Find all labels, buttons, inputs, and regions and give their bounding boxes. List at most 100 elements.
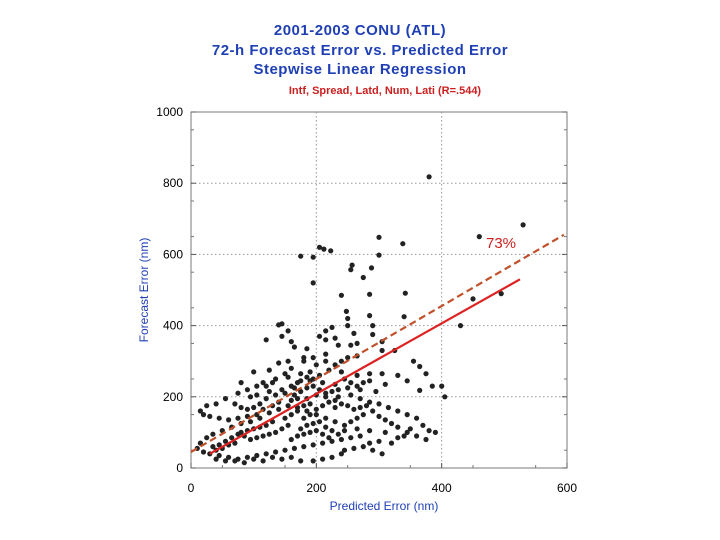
data-point (404, 412, 410, 418)
data-point (213, 401, 219, 407)
data-point (345, 323, 351, 329)
data-point (254, 452, 260, 459)
data-point (320, 456, 326, 462)
data-point (348, 435, 354, 441)
data-point (200, 412, 207, 418)
data-point (304, 385, 310, 391)
data-point (335, 387, 341, 393)
data-point (404, 429, 410, 435)
y-tick-label-1000: 1000 (156, 105, 183, 119)
y-tick-label-200: 200 (163, 390, 183, 404)
data-point (360, 274, 366, 281)
data-point (282, 390, 288, 396)
data-point (294, 396, 301, 402)
data-point (354, 415, 360, 421)
data-point (251, 456, 257, 462)
x-tick-label-400: 400 (432, 481, 452, 495)
data-point (285, 328, 291, 334)
data-point (351, 445, 357, 451)
data-point (368, 265, 375, 271)
data-point (307, 401, 313, 407)
data-point (332, 335, 338, 341)
data-point (310, 442, 316, 448)
data-point (417, 387, 423, 393)
data-point (285, 403, 291, 409)
data-point (367, 371, 373, 377)
data-point (335, 431, 341, 437)
data-point (204, 435, 210, 441)
data-point (238, 380, 244, 386)
data-point (373, 388, 379, 395)
data-point (320, 380, 326, 386)
data-point (341, 447, 348, 453)
data-point (439, 383, 445, 389)
data-point (313, 406, 319, 412)
data-point (257, 415, 263, 421)
data-point (476, 234, 482, 240)
data-point (410, 358, 417, 364)
data-point (470, 296, 476, 302)
data-point (301, 358, 307, 364)
data-point (326, 435, 332, 441)
data-point (420, 422, 426, 428)
data-point (294, 433, 301, 439)
data-point (400, 241, 406, 247)
data-point (320, 440, 326, 446)
data-point (323, 415, 329, 421)
data-point (417, 363, 423, 370)
data-point (367, 378, 373, 384)
data-point (288, 397, 294, 403)
data-point (254, 392, 260, 398)
data-point (329, 388, 335, 395)
data-point (304, 408, 310, 414)
data-point (291, 392, 297, 398)
data-point (338, 292, 344, 298)
data-point (326, 399, 332, 405)
data-point (316, 244, 323, 250)
data-point (323, 394, 329, 400)
data-point (263, 337, 269, 343)
data-point (307, 429, 313, 435)
data-point (348, 267, 354, 273)
data-point (348, 419, 354, 425)
data-point (357, 404, 363, 411)
data-point (349, 262, 355, 268)
data-point (276, 406, 282, 412)
data-point (367, 440, 373, 446)
data-point (216, 442, 222, 448)
data-point (323, 337, 329, 343)
data-point (320, 431, 326, 437)
data-point (310, 376, 316, 382)
data-point (382, 381, 388, 387)
data-point (263, 451, 269, 457)
data-point (348, 392, 354, 398)
data-point (260, 380, 266, 386)
y-tick-label-0: 0 (176, 461, 183, 475)
data-point (388, 420, 395, 427)
data-point (382, 429, 388, 435)
data-point (291, 344, 297, 350)
data-point (432, 429, 438, 435)
data-point (263, 383, 269, 389)
data-point (298, 426, 304, 432)
data-point (235, 390, 241, 396)
data-point (288, 383, 294, 389)
data-point (304, 374, 310, 380)
data-point (232, 401, 238, 407)
data-point (351, 330, 357, 336)
data-point (247, 394, 254, 400)
data-point (426, 174, 432, 180)
data-point (244, 387, 250, 393)
data-point (238, 404, 244, 411)
x-tick-label-200: 200 (306, 481, 326, 495)
data-point (232, 458, 238, 464)
data-point (370, 408, 376, 414)
data-point (370, 447, 376, 453)
data-point (316, 419, 323, 425)
data-point (357, 396, 363, 402)
data-point (323, 328, 329, 334)
data-point (426, 428, 432, 434)
data-point (301, 403, 307, 409)
data-point (376, 413, 382, 419)
data-point (263, 396, 269, 402)
